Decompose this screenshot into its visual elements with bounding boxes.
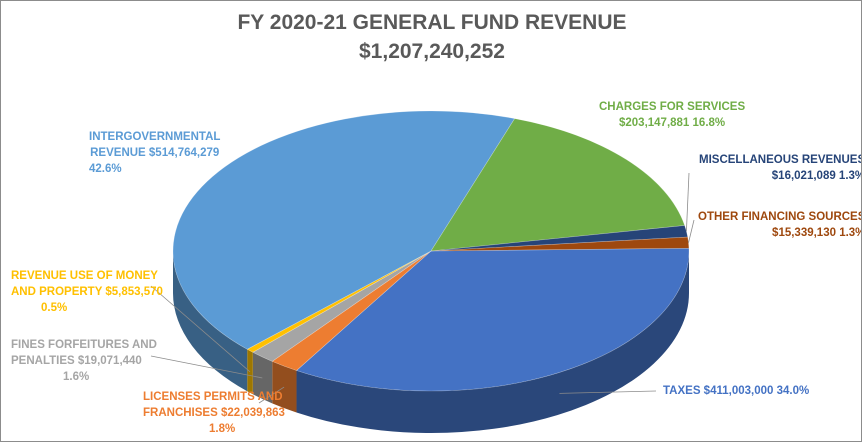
leader-line-taxes [559, 390, 657, 394]
pie-slice-intergov [172, 110, 516, 350]
pie-side-licenses [272, 361, 297, 413]
pie-slice-money [246, 250, 432, 353]
label-misc-line1: MISCELLANEOUS REVENUES [699, 154, 862, 166]
leader-line-licenses [258, 386, 285, 404]
label-licenses-line1: LICENSES PERMITS AND [143, 391, 283, 403]
leader-line-other [688, 219, 695, 243]
label-other: OTHER FINANCING SOURCES $15,339,130 1.3% [698, 209, 862, 241]
label-charges-line2: $203,147,881 16.8% [618, 117, 726, 129]
label-misc-line2: $16,021,089 1.3% [771, 170, 862, 182]
label-licenses-line2: FRANCHISES $22,039,863 [143, 407, 285, 419]
leader-line-money [150, 285, 251, 373]
label-charges: CHARGES FOR SERVICES $203,147,881 16.8% [599, 99, 745, 131]
pie-side-money [247, 349, 253, 395]
pie-slice-charges [430, 118, 686, 252]
label-fines-line1: FINES FORFEITURES AND [11, 339, 157, 351]
label-charges-line1: CHARGES FOR SERVICES [599, 101, 746, 113]
label-other-line2: $15,339,130 1.3% [772, 227, 862, 239]
pie-side-fines [252, 352, 273, 404]
label-money: REVENUE USE OF MONEY AND PROPERTY $5,853… [11, 268, 163, 316]
label-intergov-line2: REVENUE $514,764,279 [90, 147, 220, 159]
label-taxes-line1: TAXES $411,003,000 34.0% [663, 385, 810, 397]
label-money-line3: 0.5% [41, 302, 68, 314]
leader-line-fines [150, 355, 263, 379]
label-money-line2: AND PROPERTY $5,853,570 [11, 286, 163, 298]
label-intergov: INTERGOVERNMENTAL REVENUE $514,764,279 4… [89, 129, 220, 177]
pie-slice-taxes [295, 247, 690, 392]
label-fines-line3: 1.6% [63, 371, 90, 383]
label-misc: MISCELLANEOUS REVENUES $16,021,089 1.3% [699, 152, 862, 184]
label-intergov-line1: INTERGOVERNMENTAL [89, 131, 221, 143]
label-intergov-line3: 42.6% [89, 163, 122, 175]
chart-subtitle: $1,207,240,252 [359, 40, 505, 63]
label-licenses-line3: 1.8% [209, 423, 236, 435]
label-taxes: TAXES $411,003,000 34.0% [663, 383, 809, 399]
pie-side-intergov [173, 251, 248, 392]
leader-line-misc [686, 172, 690, 232]
label-fines: FINES FORFEITURES AND PENALTIES $19,071,… [11, 337, 157, 385]
chart-title: FY 2020-21 GENERAL FUND REVENUE [237, 11, 627, 34]
label-fines-line2: PENALTIES $19,071,440 [11, 355, 142, 367]
label-other-line1: OTHER FINANCING SOURCES [698, 211, 862, 223]
pie-slice-licenses [271, 250, 432, 371]
pie-side-taxes [296, 251, 689, 433]
label-money-line1: REVENUE USE OF MONEY [11, 270, 158, 282]
label-licenses: LICENSES PERMITS AND FRANCHISES $22,039,… [143, 389, 285, 437]
pie-slice-fines [252, 250, 432, 362]
